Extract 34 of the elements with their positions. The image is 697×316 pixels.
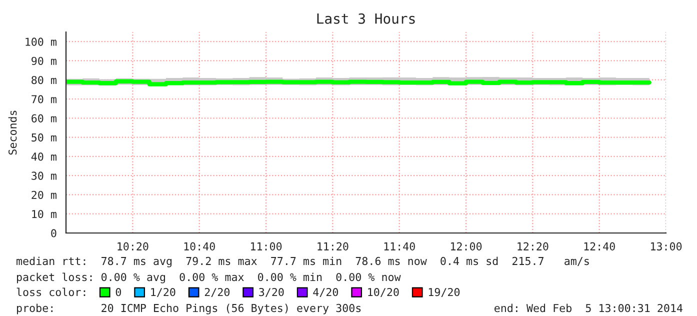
x-tick-label: 12:00 <box>450 242 482 250</box>
y-tick-label: 40 m <box>31 152 56 161</box>
y-axis-title: Seconds <box>8 110 17 155</box>
x-tick-label: 12:40 <box>584 242 615 250</box>
x-tick-label: 11:40 <box>384 242 415 250</box>
legend-label: 2/20 <box>204 288 230 298</box>
legend-label: 3/20 <box>259 288 284 298</box>
y-tick-label: 70 m <box>32 95 56 104</box>
text: probe: 20 ICMP Echo Pings (56 Bytes) every 300s <box>17 304 361 314</box>
legend-label: 1/20 <box>151 288 176 298</box>
legend-title: loss color: <box>16 288 86 296</box>
y-tick-label: 80 m <box>32 76 56 84</box>
text: end: Wed Feb 5 13:00:31 2014 <box>494 304 682 312</box>
x-tick-label: 12:20 <box>518 242 548 250</box>
x-tick-label: 11:00 <box>250 242 282 250</box>
y-tick-label: 0 <box>51 229 56 238</box>
legend-label: 0 <box>116 288 121 296</box>
x-tick-label: 11:20 <box>318 242 348 250</box>
legend-label: 10/20 <box>368 288 399 298</box>
legend-label: 4/20 <box>313 288 338 298</box>
x-tick-label: 13:00 <box>650 242 682 250</box>
y-tick-label: 100 m <box>26 38 56 46</box>
y-tick-label: 90 m <box>32 56 56 66</box>
x-tick-label: 10:20 <box>118 242 148 250</box>
y-tick-label: 50 m <box>32 133 56 142</box>
y-tick-label: 10 m <box>32 210 56 218</box>
y-tick-label: 60 m <box>32 114 56 122</box>
x-tick-label: 10:40 <box>184 242 215 250</box>
text: median rtt: 78.7 ms avg 79.2 ms max 77.7 ms min 78.6 ms now 0.4 ms sd 215.7 am/s <box>16 256 589 268</box>
y-tick-label: 30 m <box>32 172 56 180</box>
y-tick-label: 20 m <box>32 190 56 200</box>
chart-title: Last 3 Hours <box>317 13 415 24</box>
text: packet loss: 0.00 % avg 0.00 % max 0.00 % min 0.00 % now <box>17 272 401 284</box>
legend-label: 19/20 <box>428 288 460 298</box>
